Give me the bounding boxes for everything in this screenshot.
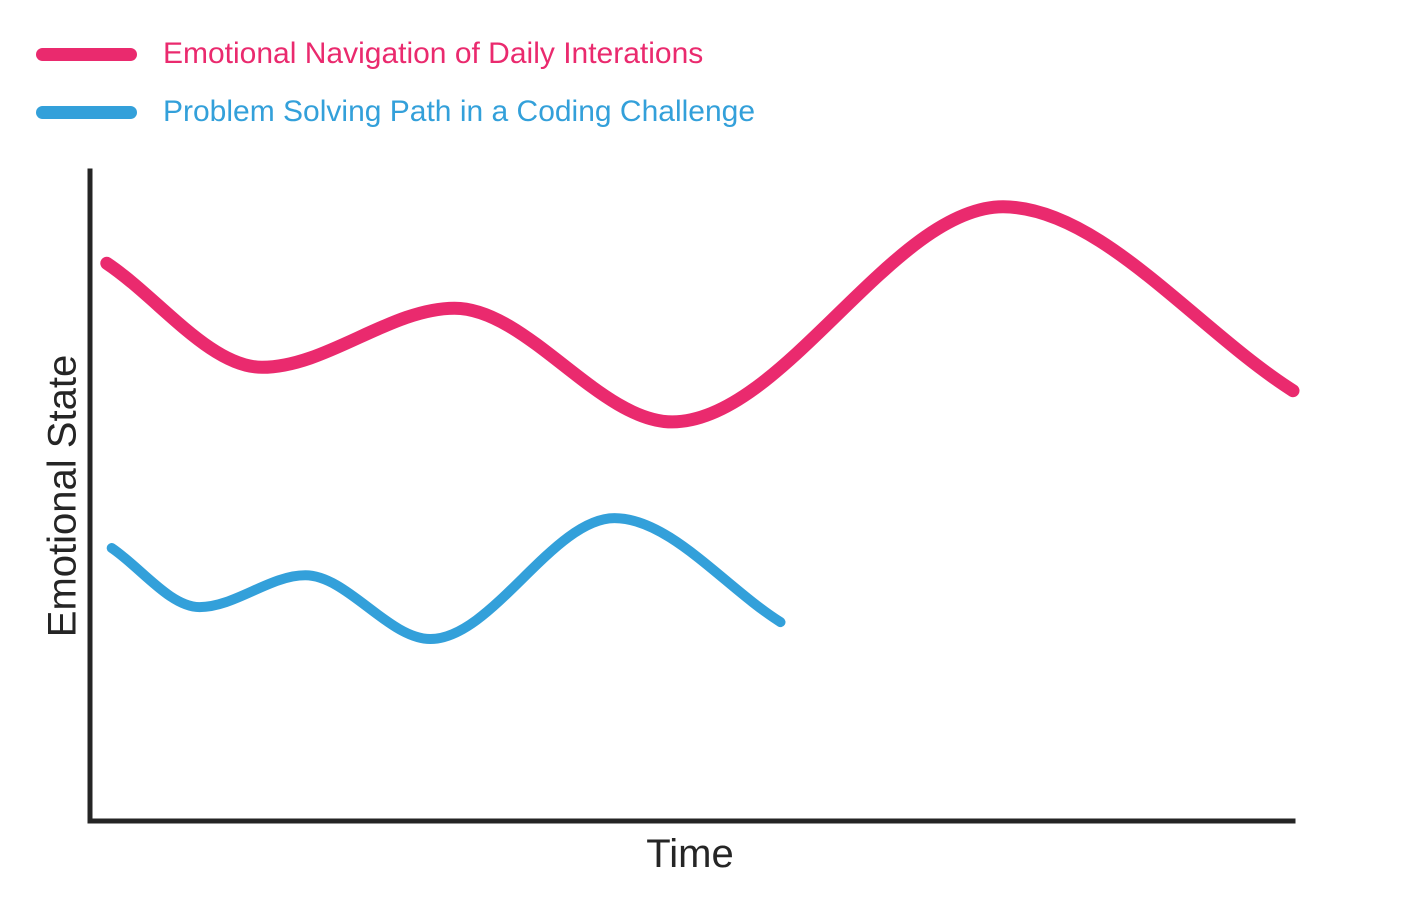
legend: Emotional Navigation of Daily Interation… <box>36 36 755 130</box>
axes <box>87 168 1296 824</box>
x-axis-label: Time <box>646 832 734 876</box>
legend-item-daily-interactions: Emotional Navigation of Daily Interation… <box>36 36 755 72</box>
legend-swatch-blue <box>36 105 137 119</box>
legend-swatch-pink <box>36 47 137 61</box>
y-axis-label: Emotional State <box>40 354 85 638</box>
series-line-daily-interactions <box>100 200 1300 429</box>
series-line-coding-challenge <box>106 513 786 645</box>
legend-label-coding-challenge: Problem Solving Path in a Coding Challen… <box>163 95 756 128</box>
legend-item-coding-challenge: Problem Solving Path in a Coding Challen… <box>36 94 755 130</box>
legend-label-daily-interactions: Emotional Navigation of Daily Interation… <box>163 37 704 70</box>
